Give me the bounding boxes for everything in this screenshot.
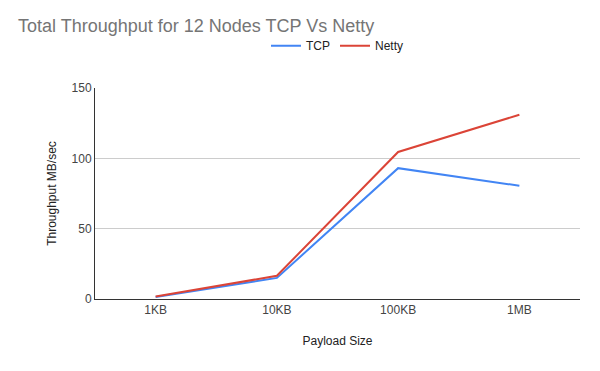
svg-text:Throughput MB/sec: Throughput MB/sec <box>45 141 59 246</box>
svg-text:50: 50 <box>78 222 92 236</box>
svg-text:10KB: 10KB <box>262 303 291 317</box>
svg-text:Netty: Netty <box>375 39 403 53</box>
svg-text:Total Throughput for 12 Nodes: Total Throughput for 12 Nodes TCP Vs Net… <box>18 16 374 36</box>
svg-text:TCP: TCP <box>306 39 330 53</box>
svg-text:100KB: 100KB <box>380 303 416 317</box>
svg-text:1MB: 1MB <box>507 303 532 317</box>
svg-text:0: 0 <box>85 292 92 306</box>
svg-text:150: 150 <box>72 81 92 95</box>
svg-text:100: 100 <box>72 152 92 166</box>
svg-text:Payload Size: Payload Size <box>302 334 372 348</box>
svg-text:1KB: 1KB <box>144 303 167 317</box>
